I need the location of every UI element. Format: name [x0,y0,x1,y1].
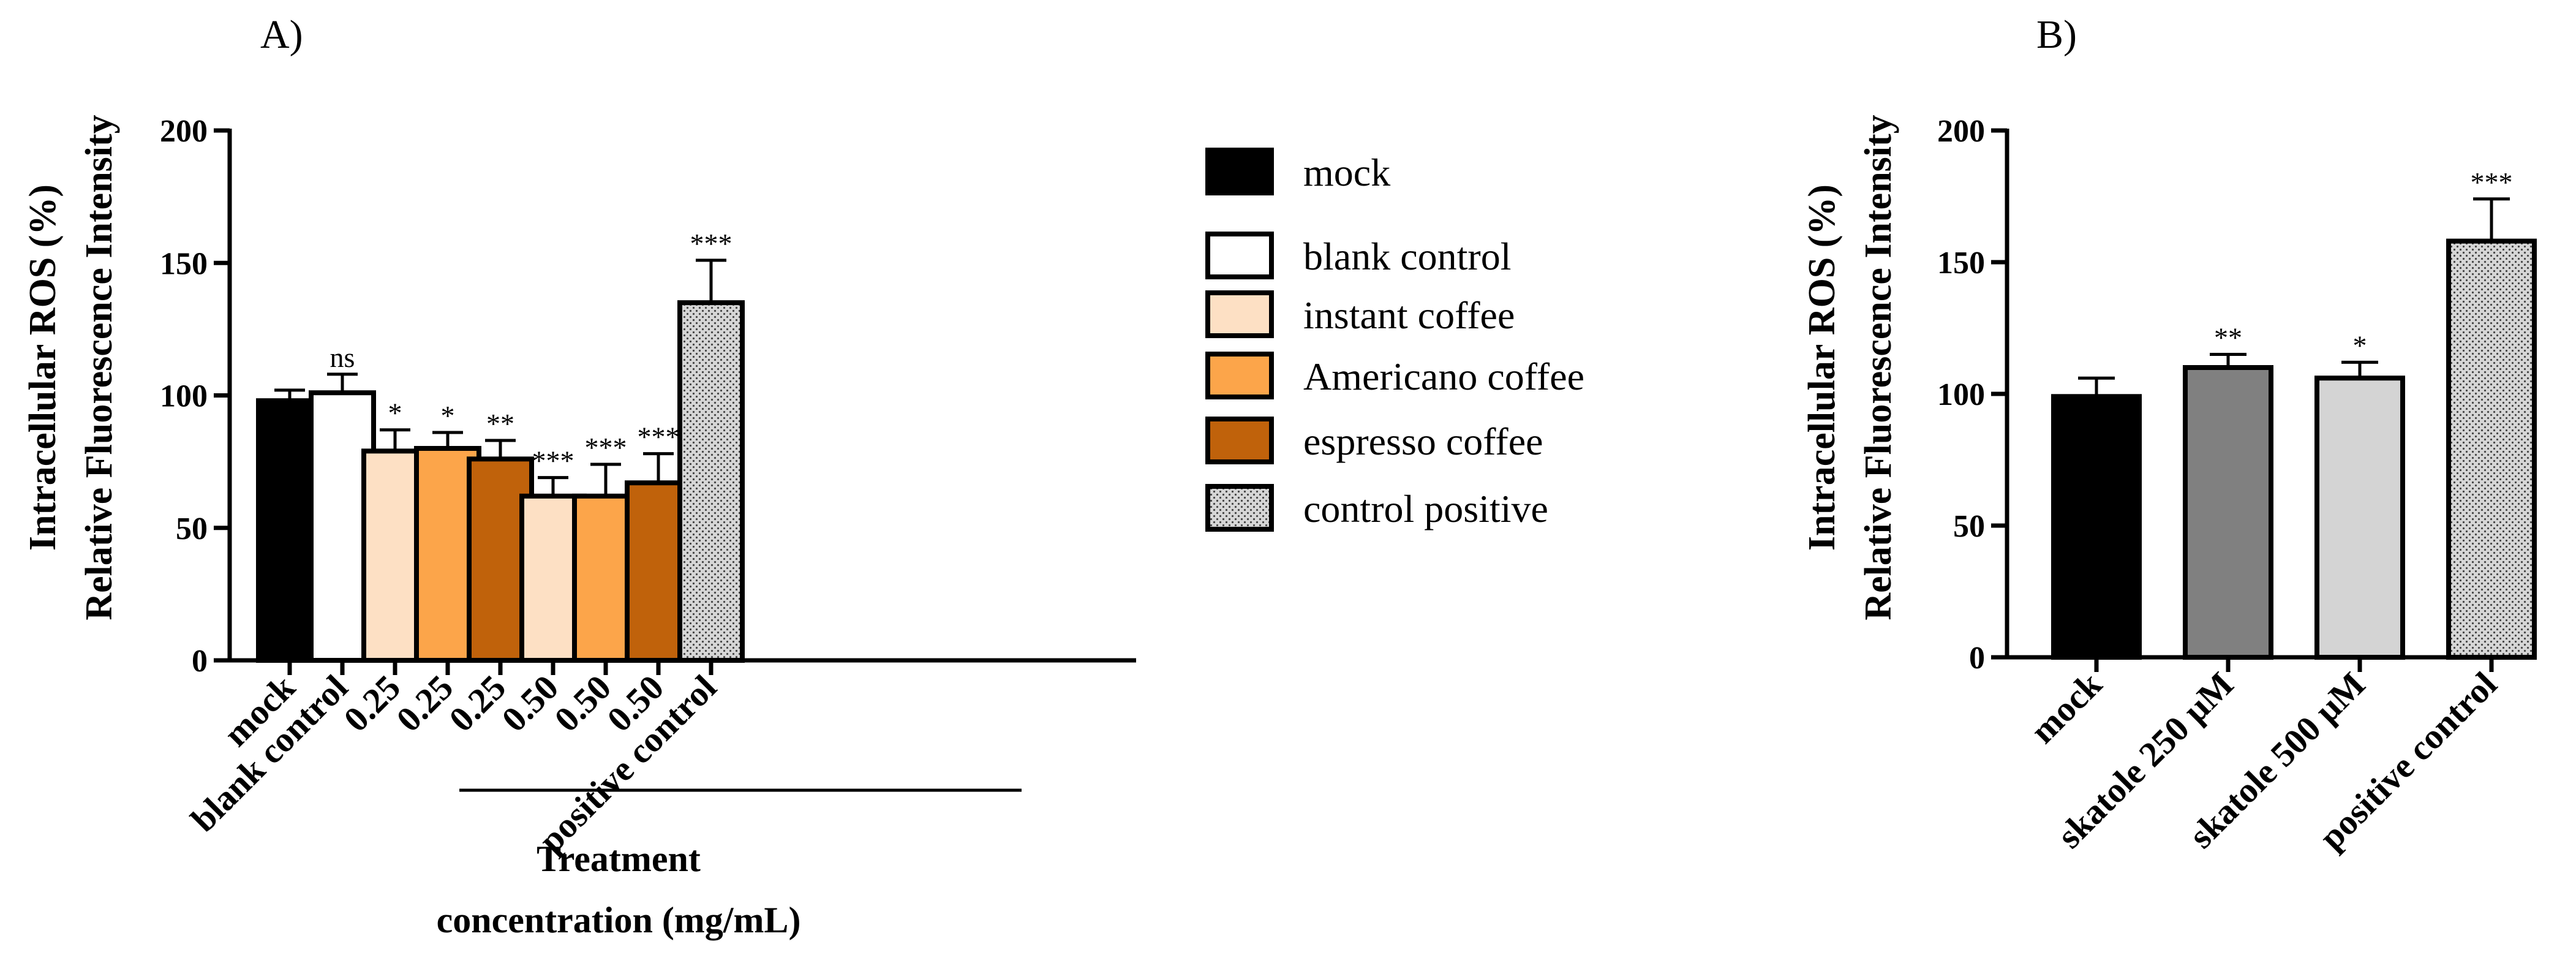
y-tick-label: 0 [192,644,208,679]
panel-a-ylabel-line2: Relative Fluorescence Intensity [78,115,120,620]
panel-b: B) Intracellular ROS (%) Relative Fluore… [1801,12,2537,857]
legend-label-espresso-coffee: espresso coffee [1303,420,1543,463]
significance-label: * [388,398,402,429]
bar-positive-control [677,300,745,663]
significance-label: *** [690,228,733,259]
panel-b-ylabel-line1: Intracellular ROS (%) [1801,184,1843,551]
x-category-label: mock [2023,664,2110,751]
y-tick-label: 50 [176,511,208,546]
y-tick-label: 100 [1937,377,1985,412]
legend-label-instant-coffee: instant coffee [1303,293,1515,337]
panel-b-ylabel-line2: Relative Fluorescence Intensity [1858,115,1899,620]
legend-swatch-mock [1205,148,1274,195]
significance-label: *** [638,421,680,453]
significance-label: *** [532,445,574,477]
significance-label: * [441,400,455,431]
legend: mock blank control instant coffee Americano… [1205,148,1584,532]
significance-label: ** [2214,322,2242,353]
significance-label: ** [486,408,514,439]
legend-swatch-instant-coffee [1205,290,1274,338]
legend-swatch-espresso-coffee [1205,417,1274,464]
significance-label: ns [330,342,355,373]
legend-label-americano-coffee: Americano coffee [1303,355,1584,398]
y-tick-label: 200 [160,114,208,149]
legend-label-blank-control: blank control [1303,235,1511,278]
legend-swatch-blank-control [1205,232,1274,279]
panel-a-label: A) [260,12,303,57]
y-tick-label: 0 [1969,641,1985,676]
legend-swatch-americano-coffee [1205,352,1274,399]
y-tick-label: 200 [1937,114,1985,149]
panel-b-label: B) [2036,12,2077,57]
legend-swatch-control-positive [1205,484,1274,532]
panel-a: A) Intracellular ROS (%) Relative Fluore… [22,12,1136,940]
significance-label: *** [585,432,627,463]
y-tick-label: 150 [160,246,208,281]
significance-label: * [2353,330,2367,361]
bar-skatole-500-m [2314,376,2405,660]
panel-a-xgroup-title-line2: concentration (mg/mL) [437,900,801,940]
significance-label: *** [2471,167,2513,198]
legend-label-mock: mock [1303,151,1390,194]
bar-mock [2051,394,2142,660]
legend-label-control-positive: control positive [1303,487,1548,530]
bar-skatole-250-m [2183,365,2273,660]
y-tick-label: 50 [1953,509,1985,544]
y-tick-label: 150 [1937,246,1985,281]
y-tick-label: 100 [160,379,208,414]
panel-a-ylabel-line1: Intracellular ROS (%) [22,184,64,551]
bar-positive-control [2446,238,2537,660]
panel-a-xgroup-title-line1: Treatment [537,839,701,879]
